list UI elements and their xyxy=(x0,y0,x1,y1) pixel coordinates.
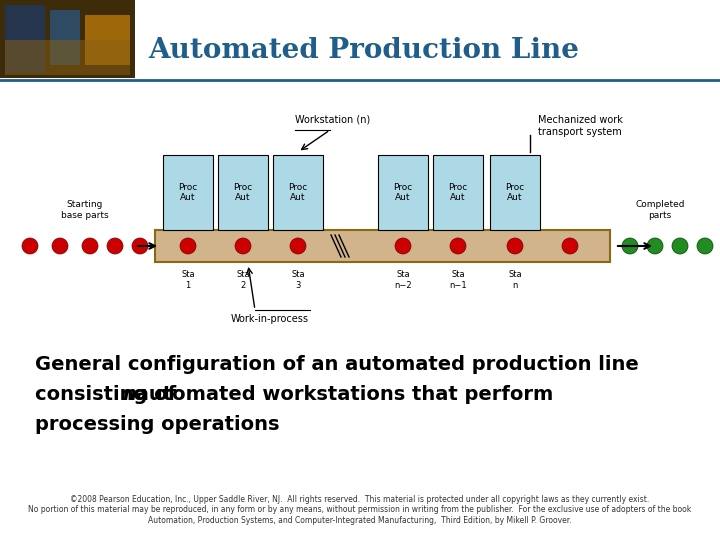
Bar xyxy=(490,155,540,230)
Text: ©2008 Pearson Education, Inc., Upper Saddle River, NJ.  All rights reserved.  Th: ©2008 Pearson Education, Inc., Upper Sad… xyxy=(28,495,692,525)
Text: Sta
n−1: Sta n−1 xyxy=(449,271,467,289)
Circle shape xyxy=(22,238,38,254)
Bar xyxy=(218,155,268,230)
Text: Completed
parts: Completed parts xyxy=(635,200,685,220)
Text: consisting of: consisting of xyxy=(35,385,183,404)
Text: General configuration of an automated production line: General configuration of an automated pr… xyxy=(35,355,639,374)
Circle shape xyxy=(562,238,578,254)
Circle shape xyxy=(107,238,123,254)
Text: Work-in-process: Work-in-process xyxy=(231,314,309,324)
Circle shape xyxy=(697,238,713,254)
Text: Starting
base parts: Starting base parts xyxy=(61,200,109,220)
Circle shape xyxy=(622,238,638,254)
Bar xyxy=(0,0,135,78)
Text: Proc
Aut: Proc Aut xyxy=(179,183,197,202)
Circle shape xyxy=(395,238,411,254)
Bar xyxy=(5,40,130,75)
Bar xyxy=(5,5,45,73)
Text: Proc
Aut: Proc Aut xyxy=(505,183,525,202)
Text: Proc
Aut: Proc Aut xyxy=(233,183,253,202)
Text: processing operations: processing operations xyxy=(35,415,279,434)
Bar xyxy=(155,230,610,262)
Circle shape xyxy=(450,238,466,254)
Bar xyxy=(163,155,213,230)
Circle shape xyxy=(647,238,663,254)
Text: Sta
2: Sta 2 xyxy=(236,271,250,289)
Text: Proc
Aut: Proc Aut xyxy=(393,183,413,202)
Text: Mechanized work
transport system: Mechanized work transport system xyxy=(538,115,623,137)
Bar xyxy=(433,155,483,230)
Text: n: n xyxy=(122,385,136,404)
Circle shape xyxy=(132,238,148,254)
Text: Workstation (n): Workstation (n) xyxy=(295,114,370,124)
Text: Sta
n−2: Sta n−2 xyxy=(394,271,412,289)
Circle shape xyxy=(507,238,523,254)
Bar xyxy=(273,155,323,230)
Circle shape xyxy=(672,238,688,254)
Circle shape xyxy=(235,238,251,254)
Circle shape xyxy=(180,238,196,254)
Circle shape xyxy=(52,238,68,254)
Text: Automated Production Line: Automated Production Line xyxy=(148,37,579,64)
Text: Sta
n: Sta n xyxy=(508,271,522,289)
Text: Proc
Aut: Proc Aut xyxy=(449,183,467,202)
Circle shape xyxy=(290,238,306,254)
Text: automated workstations that perform: automated workstations that perform xyxy=(129,385,553,404)
Bar xyxy=(378,155,428,230)
Bar xyxy=(0,0,135,78)
Bar xyxy=(85,15,130,65)
Text: Sta
3: Sta 3 xyxy=(291,271,305,289)
Text: Sta
1: Sta 1 xyxy=(181,271,195,289)
Bar xyxy=(50,10,80,65)
Text: Proc
Aut: Proc Aut xyxy=(289,183,307,202)
Circle shape xyxy=(82,238,98,254)
